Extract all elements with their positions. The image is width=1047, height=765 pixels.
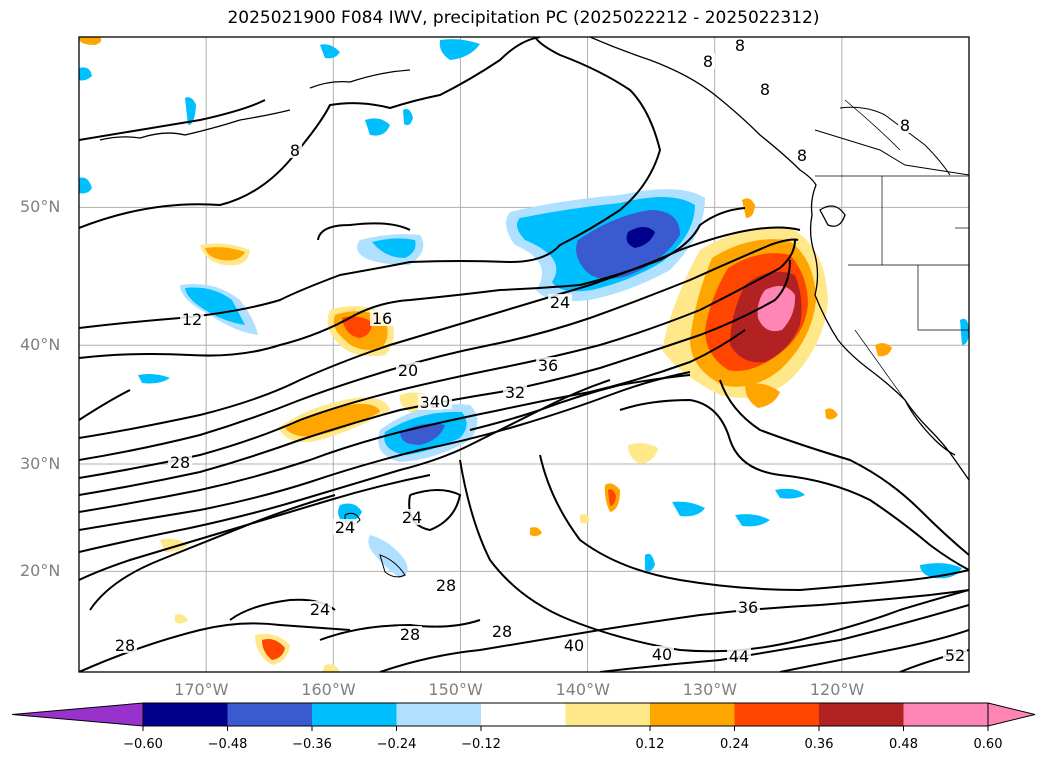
contour-label: 36 [738,598,758,617]
precip-shading [79,37,969,672]
contour-label-bg [180,311,204,327]
contour-label: 40 [652,645,672,664]
contour-label: 28 [492,622,512,641]
contour-label: 28 [170,453,190,472]
colorbar-tick-label: 0.36 [804,737,834,752]
colorbar-swatch [312,703,397,726]
colorbar [11,702,1036,731]
contour-label-bg [434,577,458,593]
map-frame [78,36,970,673]
colorbar-tick-label: −0.36 [292,737,332,752]
contour-label-bg [736,599,760,615]
colorbar-swatch [143,703,228,726]
contour-label: 28 [436,576,456,595]
colorbar-outline [142,702,989,727]
page-title: 2025021900 F084 IWV, precipitation PC (2… [227,8,820,28]
contour-label: 8 [735,36,745,55]
contour-label: 8 [760,80,770,99]
contour-label-bg [503,384,527,400]
colorbar-tick-label: 0.12 [635,737,665,752]
longitude-label: 140°W [555,680,610,699]
political-boundaries [815,175,969,401]
contour-label: 16 [372,309,392,328]
colorbar-swatch [819,703,904,726]
contour-label-bg [398,626,422,642]
contour-label: 24 [310,600,330,619]
contour-label: 36 [538,356,558,375]
contour-label-bg [370,310,394,326]
contour-label: 40 [564,636,584,655]
graticule [79,37,969,672]
colorbar-swatch [481,703,566,726]
contour-label-bg [795,147,809,163]
latitude-label: 30°N [20,454,61,474]
colorbar-extend-high [987,702,1036,727]
contour-label-bg [758,81,772,97]
colorbar-swatch [650,703,735,726]
contour-label: 8 [797,146,807,165]
colorbar-extend-low [11,702,144,727]
contour-label-bg [548,294,572,310]
colorbar-swatch [396,703,482,726]
contour-label-bg [396,362,420,378]
contour-label: 8 [703,52,713,71]
contour-labels: 8888881216202424242428282828283232363640… [113,36,967,666]
latitude-label: 20°N [20,561,61,581]
colorbar-swatch [734,703,820,726]
latitude-label: 50°N [20,197,61,217]
contour-label: 8 [290,141,300,160]
contour-label-bg [727,648,751,664]
colorbar-swatch [903,703,989,726]
longitude-label: 170°W [174,680,229,699]
colorbar-swatch [227,703,313,726]
contour-label-bg [308,601,332,617]
longitude-label: 160°W [301,680,356,699]
contour-label-bg [490,623,514,639]
contour-label-bg [333,519,357,535]
colorbar-tick-label: 0.24 [720,737,749,752]
contour-label: 12 [182,310,202,329]
contour-label-bg [562,637,586,653]
contour-label: 32 [505,383,525,402]
contour-label-bg [168,454,192,470]
contour-label-bg [536,357,560,373]
contour-label: 52 [945,646,965,665]
contour-label-bg [428,393,452,409]
longitude-label: 120°W [809,680,865,699]
latitude-label: 40°N [20,335,61,355]
contour-label: 40 [430,392,450,411]
contour-label-bg [898,117,912,133]
colorbar-tick-label: 0.48 [889,737,918,752]
contour-label: 8 [900,116,910,135]
colorbar-tick-label: −0.12 [461,737,501,752]
contour-label-bg [701,53,715,69]
colorbar-tick-label: 0.60 [973,737,1003,752]
contour-label-bg [400,509,424,525]
contour-label: 20 [398,361,418,380]
contour-label: 28 [115,636,135,655]
colorbar-tick-label: −0.24 [376,737,417,752]
contour-label: 28 [400,625,420,644]
contour-label: 24 [550,293,570,312]
longitude-label: 150°W [428,680,483,699]
contour-label-bg [733,37,747,53]
contour-label: 24 [335,518,355,537]
contour-label-bg [288,142,302,158]
contour-label-bg [943,647,967,663]
longitude-label: 130°W [682,680,738,699]
contour-label-bg [650,646,674,662]
contour-label: 44 [729,647,749,666]
contour-label-bg [113,637,137,653]
colorbar-tick-label: −0.60 [123,737,163,752]
colorbar-swatch [565,703,651,726]
iwv-contours [79,37,969,672]
colorbar-tick-label: −0.48 [207,737,248,752]
contour-label: 24 [402,508,422,527]
